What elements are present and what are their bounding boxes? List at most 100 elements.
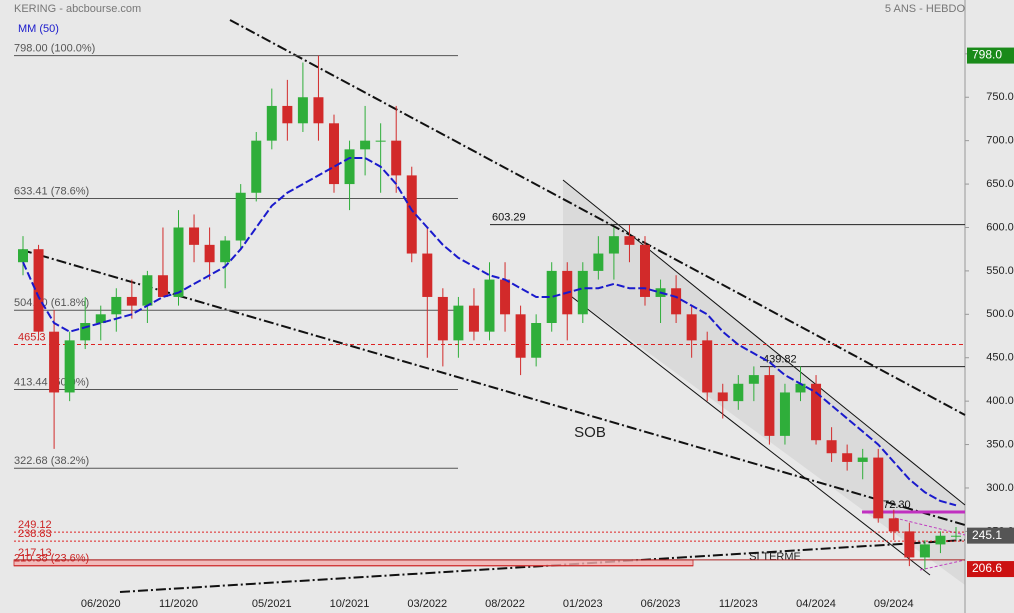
level-label: 322.68 (38.2%): [14, 455, 89, 467]
candle-body: [779, 392, 790, 436]
candle-body: [717, 392, 728, 402]
candle-body: [360, 140, 371, 150]
candle-body: [795, 383, 806, 393]
level-label: 217.13: [18, 547, 52, 559]
candle-body: [266, 105, 277, 141]
candle-body: [811, 383, 822, 441]
candle-body: [313, 97, 324, 124]
x-tick-label: 06/2023: [641, 598, 681, 610]
chart-subtitle: 5 ANS - HEBDO: [885, 3, 966, 15]
candle-body: [748, 375, 759, 384]
candle-body: [157, 275, 168, 297]
level-label: 439.82: [763, 353, 797, 365]
candle-body: [422, 253, 433, 297]
candle-body: [484, 279, 495, 332]
candle-body: [686, 314, 697, 341]
level-label: 798.00 (100.0%): [14, 42, 95, 54]
level-label: 504.70 (61.8%): [14, 297, 89, 309]
candle-body: [251, 140, 262, 193]
candle-body: [640, 244, 650, 297]
level-label: 238.83: [18, 528, 52, 540]
candle-body: [764, 375, 775, 436]
candle-body: [375, 140, 386, 142]
chart-title: KERING - abcbourse.com: [14, 3, 141, 15]
pennant: [894, 517, 966, 571]
candle-body: [344, 149, 355, 185]
y-tick-label: 700.0: [986, 135, 1014, 147]
level-label: 210.38 (23.6%): [14, 553, 89, 565]
candle-body: [951, 535, 961, 537]
y-tick-label: 300.0: [986, 482, 1014, 494]
x-tick-label: 08/2022: [485, 598, 525, 610]
candle-body: [608, 236, 619, 254]
candle-body: [391, 140, 402, 176]
x-tick-label: 11/2023: [719, 598, 758, 610]
candle-body: [826, 440, 837, 454]
y-tick-label: 400.0: [986, 395, 1014, 407]
annotation: SI TERME: [749, 551, 801, 563]
annotation: SOB: [574, 424, 606, 441]
candle-body: [204, 244, 215, 263]
y-tick-label: 500.0: [986, 308, 1014, 320]
candle-body: [531, 322, 542, 358]
price-badge-label: 245.1: [972, 528, 1002, 542]
x-tick-label: 01/2023: [563, 598, 603, 610]
x-tick-label: 03/2022: [407, 598, 447, 610]
legend-entry: MM (50): [18, 23, 59, 35]
price-badge-label: 798.0: [972, 48, 1002, 62]
candle-body: [904, 531, 915, 558]
candle-body: [702, 340, 713, 393]
level-label: 249.12: [18, 519, 52, 531]
x-tick-label: 06/2020: [81, 598, 121, 610]
candle-body: [80, 322, 91, 341]
level-label: 465.3: [18, 331, 46, 343]
candle-body: [671, 288, 682, 315]
candle-body: [919, 544, 930, 558]
level-label: 633.41 (78.6%): [14, 185, 89, 197]
candle-body: [126, 296, 137, 306]
candle-body: [282, 105, 293, 124]
candle-body: [64, 340, 75, 393]
y-tick-label: 750.0: [986, 91, 1014, 103]
candle-body: [733, 383, 744, 402]
candle-body: [189, 227, 200, 245]
y-tick-label: 600.0: [986, 221, 1014, 233]
candle-body: [624, 236, 635, 245]
candle-body: [235, 192, 246, 241]
x-tick-label: 10/2021: [330, 598, 370, 610]
candle-body: [173, 227, 184, 297]
candle-body: [515, 314, 526, 358]
candle-body: [888, 518, 899, 532]
price-badge: [967, 47, 1014, 64]
price-badge: [967, 561, 1014, 578]
y-tick-label: 350.0: [986, 438, 1014, 450]
candle-body: [577, 270, 588, 315]
price-badge-label: 206.6: [972, 561, 1002, 575]
candle-body: [111, 296, 122, 315]
level-label: 272.30: [877, 499, 911, 511]
candle-body: [297, 97, 308, 124]
candle-body: [18, 249, 28, 263]
candle-body: [329, 123, 339, 185]
x-tick-label: 04/2024: [796, 598, 836, 610]
candle-body: [546, 270, 557, 323]
candle-body: [33, 249, 44, 332]
candle-body: [873, 457, 884, 519]
candle-body: [468, 305, 479, 332]
candle-body: [49, 331, 60, 393]
candle-body: [842, 453, 853, 462]
channel-shade: [563, 180, 965, 585]
candle-body: [500, 279, 511, 315]
candle-body: [453, 305, 464, 341]
channel-lines: [562, 179, 966, 576]
moving-average: [22, 157, 957, 507]
x-tick-label: 05/2021: [252, 598, 292, 610]
candle-body: [142, 275, 153, 306]
y-tick-label: 450.0: [986, 352, 1014, 364]
candle-body: [935, 535, 946, 545]
y-tick-label: 550.0: [986, 265, 1014, 277]
price-badge: [967, 527, 1014, 544]
candle-body: [406, 175, 417, 254]
level-zone: [13, 559, 694, 567]
